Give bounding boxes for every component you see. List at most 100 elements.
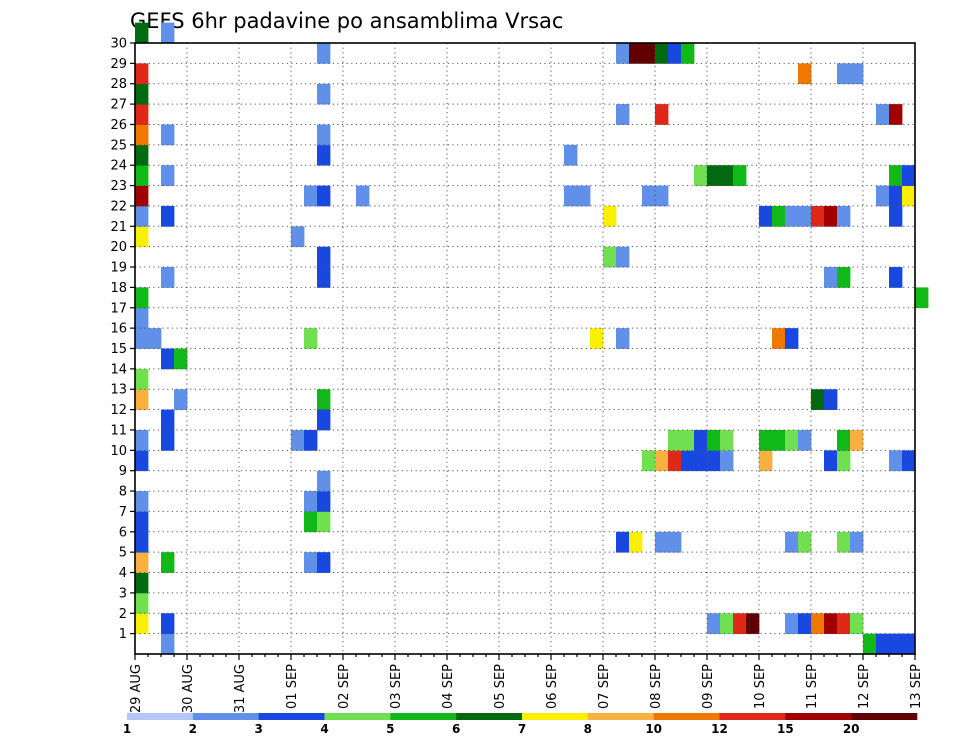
heatmap-cell: [317, 185, 331, 207]
heatmap-cell: [135, 450, 149, 472]
legend-swatch: [192, 713, 259, 720]
heatmap-cell: [616, 531, 630, 553]
heatmap-cell: [785, 531, 799, 553]
x-tick-label: 31 AUG: [233, 664, 248, 713]
heatmap-cell: [161, 409, 175, 431]
heatmap-cell: [616, 328, 630, 349]
heatmap-cell: [616, 43, 630, 64]
y-tick-label: 2: [119, 607, 127, 622]
legend-swatch: [324, 713, 391, 720]
y-tick-label: 18: [110, 281, 127, 296]
x-tick-label: 05 SEP: [493, 664, 508, 709]
heatmap-cell: [850, 429, 864, 451]
y-tick-label: 15: [110, 342, 127, 357]
x-axis: 29 AUG 30 AUG 31 AUG 01 SEP 02 SEP 03 SEP 04 S…: [129, 654, 924, 713]
heatmap-cell: [902, 633, 916, 655]
heatmap-cell: [135, 592, 149, 614]
heatmap-cell: [772, 328, 786, 349]
heatmap-cell: [135, 63, 149, 85]
heatmap-cell: [590, 328, 604, 349]
heatmap-cell: [616, 104, 630, 125]
heatmap-cell: [759, 205, 773, 227]
y-tick-label: 19: [110, 261, 127, 276]
heatmap-cell: [161, 613, 175, 635]
heatmap-cell: [681, 450, 695, 472]
heatmap-cell: [161, 22, 175, 44]
legend-label: 1: [123, 722, 131, 736]
y-tick-label: 10: [110, 444, 127, 459]
heatmap-cell: [317, 246, 331, 268]
heatmap-cell: [135, 144, 149, 166]
y-tick-label: 23: [110, 179, 127, 194]
heatmap-cell: [135, 185, 149, 207]
legend-label: 15: [777, 722, 794, 736]
heatmap-cell: [135, 22, 149, 44]
heatmap-cell: [356, 185, 370, 207]
heatmap-cell: [889, 633, 903, 655]
heatmap-cell: [655, 531, 669, 553]
heatmap-cell: [772, 205, 786, 227]
x-tick-label: 10 SEP: [753, 664, 768, 709]
y-tick-label: 30: [110, 37, 127, 52]
heatmap-cell: [902, 165, 916, 186]
x-tick-label: 09 SEP: [701, 664, 716, 709]
y-tick-label: 29: [110, 57, 127, 72]
y-tick-label: 6: [119, 525, 127, 540]
y-tick-label: 21: [110, 220, 127, 235]
heatmap-cell: [681, 429, 695, 451]
heatmap-cell: [161, 205, 175, 227]
heatmap-cell: [889, 267, 903, 288]
heatmap-cell: [694, 165, 708, 186]
legend-swatch: [653, 713, 720, 720]
heatmap-cell: [798, 613, 812, 635]
heatmap-cell: [135, 104, 149, 125]
heatmap-cell: [759, 429, 773, 451]
heatmap-cell: [317, 511, 331, 533]
heatmap-cell: [304, 552, 318, 573]
heatmap-cell: [655, 185, 669, 207]
y-tick-label: 7: [119, 505, 127, 520]
heatmap-cell: [707, 165, 721, 186]
heatmap-cell: [317, 83, 331, 105]
heatmap-cell: [707, 613, 721, 635]
heatmap-cell: [317, 491, 331, 512]
heatmap-cell: [642, 450, 656, 472]
heatmap-cell: [161, 633, 175, 655]
heatmap-cell: [694, 450, 708, 472]
heatmap-cell: [564, 144, 578, 166]
heatmap-cell: [824, 389, 838, 410]
heatmap-cell: [681, 43, 695, 64]
heatmap-cell: [915, 287, 929, 309]
heatmap-cell: [304, 328, 318, 349]
y-tick-label: 27: [110, 98, 127, 113]
x-tick-label: 04 SEP: [441, 664, 456, 709]
heatmap-cell: [304, 185, 318, 207]
legend-label: 2: [189, 722, 197, 736]
heatmap-cell: [317, 389, 331, 410]
heatmap-cell: [655, 450, 669, 472]
heatmap-cell: [837, 205, 851, 227]
heatmap-cell: [707, 429, 721, 451]
heatmap-cell: [135, 389, 149, 410]
y-tick-label: 17: [110, 301, 127, 316]
heatmap-cell: [837, 429, 851, 451]
heatmap-cell: [291, 429, 305, 451]
legend-label: 7: [518, 722, 526, 736]
heatmap-cell: [135, 552, 149, 573]
heatmap-cell: [161, 165, 175, 186]
heatmap-cell: [824, 450, 838, 472]
legend-swatch: [127, 713, 194, 720]
heatmap-cell: [174, 389, 188, 410]
heatmap-cell: [629, 43, 643, 64]
heatmap-cell: [135, 83, 149, 105]
heatmap-cell: [616, 246, 630, 268]
x-tick-label: 03 SEP: [389, 664, 404, 709]
heatmap-cell: [668, 43, 682, 64]
legend-label: 10: [645, 722, 662, 736]
legend-swatch: [258, 713, 325, 720]
heatmap-cell: [876, 104, 890, 125]
heatmap-cell: [889, 185, 903, 207]
x-tick-label: 07 SEP: [597, 664, 612, 709]
y-tick-label: 8: [119, 485, 127, 500]
